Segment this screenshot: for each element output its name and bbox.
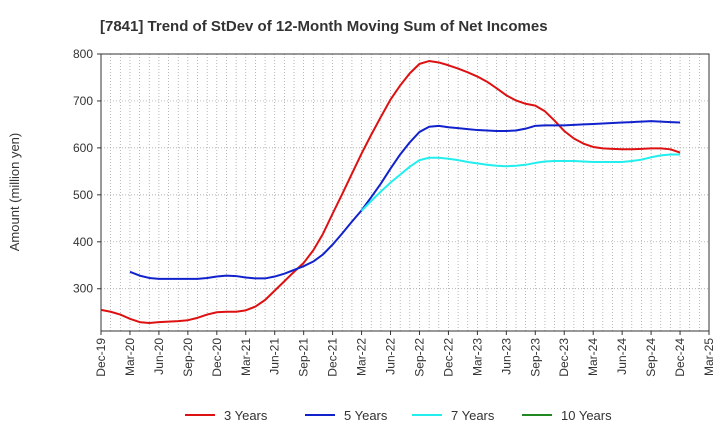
x-tick-label: Sep-20 bbox=[181, 338, 195, 377]
legend-label: 5 Years bbox=[344, 408, 388, 423]
y-axis-label: Amount (million yen) bbox=[7, 133, 22, 252]
x-tick-label: Dec-21 bbox=[326, 338, 340, 377]
series-line-7-years bbox=[360, 153, 681, 212]
y-tick-label: 700 bbox=[73, 94, 93, 108]
y-tick-label: 300 bbox=[73, 282, 93, 296]
x-tick-label: Mar-23 bbox=[470, 338, 484, 376]
x-tick-label: Dec-22 bbox=[441, 338, 455, 377]
legend: 3 Years 5 Years 7 Years 10 Years bbox=[185, 408, 612, 423]
x-tick-label: Dec-23 bbox=[557, 338, 571, 377]
y-tick-label: 800 bbox=[73, 47, 93, 61]
series-line-3-years bbox=[100, 60, 681, 325]
chart-title: [7841] Trend of StDev of 12-Month Moving… bbox=[100, 18, 548, 35]
legend-label: 10 Years bbox=[561, 408, 612, 423]
x-tick-label: Mar-20 bbox=[123, 338, 137, 376]
x-tick-label: Mar-21 bbox=[239, 338, 253, 376]
y-tick-label: 500 bbox=[73, 188, 93, 202]
x-tick-label: Dec-19 bbox=[94, 338, 108, 377]
series-line-5-years bbox=[129, 120, 681, 280]
x-tick-label: Dec-20 bbox=[210, 338, 224, 377]
x-tick-label: Mar-24 bbox=[586, 338, 600, 376]
x-tick-label: Sep-23 bbox=[528, 338, 542, 377]
series-lines bbox=[100, 60, 681, 325]
x-tick-label: Jun-23 bbox=[499, 338, 513, 375]
x-tick-label: Sep-21 bbox=[297, 338, 311, 377]
grid-lines bbox=[101, 54, 709, 331]
y-axis: 300 400 500 600 700 800 bbox=[73, 47, 101, 296]
x-tick-label: Jun-20 bbox=[152, 338, 166, 375]
x-tick-label: Dec-24 bbox=[673, 338, 687, 377]
legend-label: 3 Years bbox=[224, 408, 268, 423]
x-tick-label: Jun-22 bbox=[384, 338, 398, 375]
plot-frame bbox=[100, 53, 710, 332]
x-tick-label: Jun-24 bbox=[615, 338, 629, 375]
x-axis: Dec-19 Mar-20 Jun-20 Sep-20 Dec-20 Mar-21 Jun-… bbox=[94, 331, 716, 377]
y-tick-label: 400 bbox=[73, 235, 93, 249]
legend-label: 7 Years bbox=[451, 408, 495, 423]
x-tick-label: Mar-25 bbox=[702, 338, 716, 376]
x-tick-label: Jun-21 bbox=[268, 338, 282, 375]
x-tick-label: Mar-22 bbox=[355, 338, 369, 376]
x-tick-label: Sep-22 bbox=[412, 338, 426, 377]
y-tick-label: 600 bbox=[73, 141, 93, 155]
x-tick-label: Sep-24 bbox=[644, 338, 658, 377]
